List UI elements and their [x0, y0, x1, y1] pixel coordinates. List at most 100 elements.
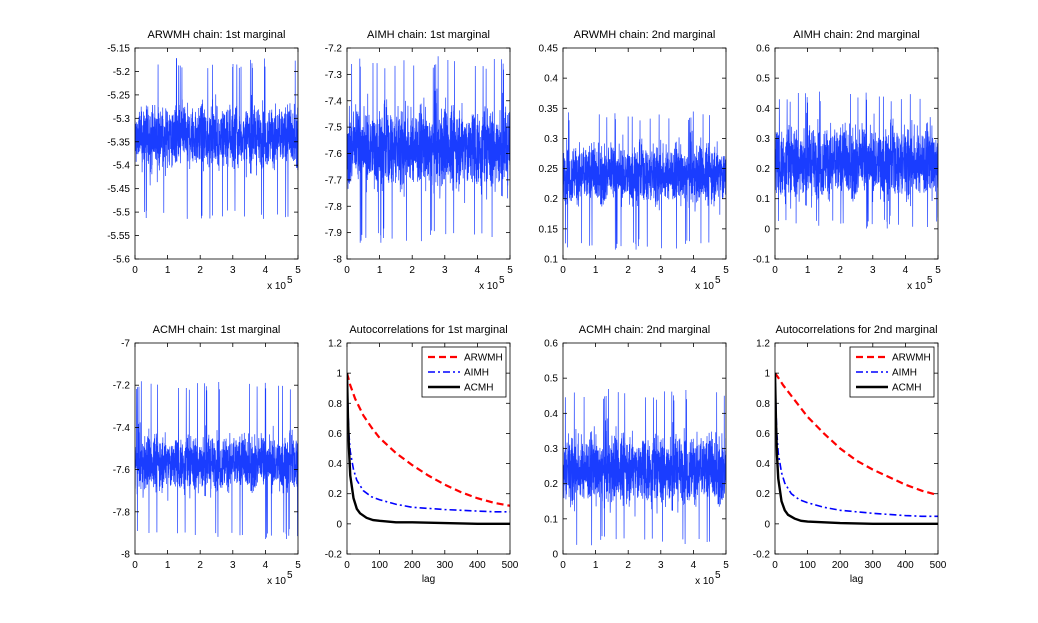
x-multiplier-exponent: 5 — [287, 275, 293, 286]
y-tick-label: -0.1 — [753, 255, 771, 266]
y-tick-label: -7.2 — [113, 381, 131, 392]
panel-3: 0 1 2 3 4 5 0.1 0.15 0.2 0.25 0.3 0.35 0.4 0.45 ARWMH … — [539, 29, 730, 292]
y-tick-label: 0.5 — [544, 374, 558, 385]
x-tick-label: 0 — [772, 560, 778, 571]
y-tick-label: 0.4 — [756, 104, 770, 115]
x-multiplier-exponent: 5 — [499, 275, 505, 286]
x-tick-label: 3 — [442, 265, 448, 276]
x-tick-label: 2 — [625, 560, 631, 571]
x-tick-label: 0 — [772, 265, 778, 276]
panel-5: 0 1 2 3 4 5 -8 -7.8 -7.6 -7.4 -7.2 -7 ACMH chain: 1s… — [113, 324, 301, 587]
x-tick-label: 1 — [593, 560, 599, 571]
panel-title: Autocorrelations for 2nd marginal — [775, 324, 937, 336]
panel-6: 0 100 200 300 400 500-0.200.20.40.60.811.2Aut… — [325, 324, 519, 585]
y-tick-label: 0.4 — [756, 459, 770, 470]
axes-frame — [774, 342, 939, 555]
y-tick-label: 0.4 — [544, 74, 558, 85]
x-multiplier-label: x 10 — [267, 281, 286, 292]
panel-title: ACMH chain: 2nd marginal — [579, 324, 710, 336]
y-tick-label: 0.35 — [539, 104, 559, 115]
x-tick-label: 5 — [507, 265, 513, 276]
y-tick-label: -5.2 — [113, 67, 131, 78]
x-tick-label: 3 — [870, 265, 876, 276]
y-tick-label: -7.6 — [325, 149, 343, 160]
plot-area — [135, 381, 298, 539]
y-tick-label: 1.2 — [756, 339, 770, 350]
x-multiplier-label: x 10 — [695, 576, 714, 587]
trace-series-line — [563, 111, 726, 250]
x-tick-label: 5 — [295, 560, 301, 571]
x-tick-label: 2 — [197, 265, 203, 276]
y-tick-label: 0.3 — [756, 134, 770, 145]
x-tick-label: 400 — [897, 560, 914, 571]
acf-series-acmh — [775, 373, 938, 526]
panel-1: 0 1 2 3 4 5 -5.6 -5.55 -5.5 -5.45 -5.4 -5.35 -5.3 -5.… — [107, 29, 301, 292]
legend-label-aimh: AIMH — [464, 368, 489, 379]
y-tick-label: -7.7 — [325, 175, 343, 186]
legend: ARWMH AIMH ACMH — [421, 346, 507, 398]
legend-box — [849, 346, 935, 398]
x-axis-label: lag — [422, 574, 435, 585]
x-tick-label: 5 — [723, 560, 729, 571]
y-tick-label: -5.25 — [107, 90, 130, 101]
y-tick-label: 0 — [552, 550, 558, 561]
axes-frame — [346, 342, 511, 555]
x-multiplier-label: x 10 — [267, 576, 286, 587]
y-tick-label: 0.3 — [544, 444, 558, 455]
y-tick-label: 0.45 — [539, 44, 559, 55]
y-tick-label: 1 — [764, 369, 770, 380]
x-multiplier-exponent: 5 — [927, 275, 933, 286]
x-tick-label: 4 — [475, 265, 481, 276]
x-tick-label: 0 — [560, 560, 566, 571]
x-multiplier-exponent: 5 — [715, 570, 721, 581]
axes-frame — [774, 47, 939, 260]
x-tick-label: 100 — [371, 560, 388, 571]
y-tick-label: 0.4 — [544, 409, 558, 420]
plot-area — [775, 91, 938, 229]
panel-2: 0 1 2 3 4 5 -8 -7.9 -7.8 -7.7 -7.6 -7.5 -7.4 -7.3 -7.2… — [325, 29, 513, 292]
x-tick-label: 3 — [230, 560, 236, 571]
x-tick-label: 0 — [344, 560, 350, 571]
x-multiplier-exponent: 5 — [715, 275, 721, 286]
x-tick-label: 4 — [263, 560, 269, 571]
y-tick-label: -5.55 — [107, 231, 130, 242]
y-tick-label: 0.4 — [328, 459, 342, 470]
y-tick-label: -7.8 — [325, 202, 343, 213]
panel-title: ARWMH chain: 1st marginal — [148, 29, 286, 41]
y-tick-label: 0.2 — [544, 194, 558, 205]
panel-8: 0 100 200 300 400 500-0.200.20.40.60.811.2Aut… — [753, 324, 947, 585]
y-tick-label: 0.2 — [756, 489, 770, 500]
x-multiplier-label: x 10 — [695, 281, 714, 292]
trace-series-line — [135, 381, 298, 539]
x-tick-label: 4 — [263, 265, 269, 276]
legend-label-acmh: ACMH — [464, 383, 493, 394]
legend-label-acmh: ACMH — [892, 383, 921, 394]
x-tick-label: 4 — [691, 560, 697, 571]
y-tick-label: -7.8 — [113, 507, 131, 518]
x-tick-label: 0 — [132, 265, 138, 276]
plot-area — [135, 58, 298, 219]
y-tick-label: 0.2 — [328, 489, 342, 500]
x-tick-label: 300 — [436, 560, 453, 571]
acf-series-acmh — [347, 373, 510, 526]
y-tick-label: -7.2 — [325, 44, 343, 55]
y-tick-label: 0.25 — [539, 164, 559, 175]
plot-area — [775, 372, 938, 526]
panel-7: 0 1 2 3 4 5 0 0.1 0.2 0.3 0.4 0.5 0.6 ACMH chain: 2nd… — [544, 324, 729, 587]
y-tick-label: 0 — [336, 519, 342, 530]
axes-frame — [134, 47, 299, 260]
legend-label-arwmh: ARWMH — [464, 353, 503, 364]
x-tick-label: 1 — [805, 265, 811, 276]
legend-label-aimh: AIMH — [892, 368, 917, 379]
x-tick-label: 2 — [197, 560, 203, 571]
plot-area — [563, 388, 726, 546]
y-tick-label: 0.6 — [756, 44, 770, 55]
x-tick-label: 2 — [837, 265, 843, 276]
panel-title: AIMH chain: 2nd marginal — [793, 29, 920, 41]
trace-series-line — [775, 91, 938, 229]
y-tick-label: -7.4 — [113, 423, 131, 434]
y-tick-label: 1 — [336, 369, 342, 380]
x-tick-label: 300 — [864, 560, 881, 571]
